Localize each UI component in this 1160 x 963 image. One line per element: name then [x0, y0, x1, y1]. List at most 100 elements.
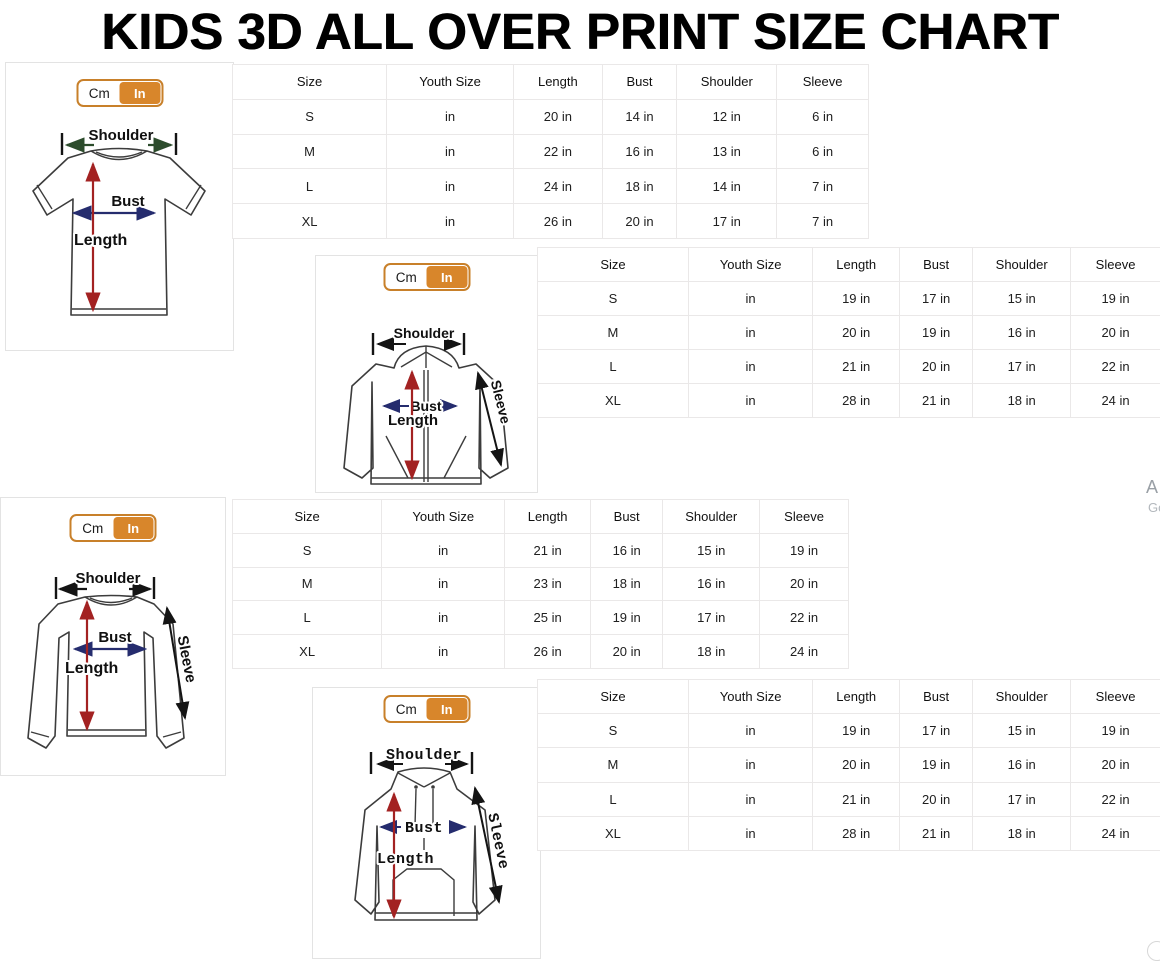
table-cell: 16 in [601, 133, 678, 170]
table-cell: 17 in [662, 600, 761, 636]
length-label: Length [65, 660, 118, 677]
table-cell: 14 in [601, 98, 678, 135]
length-label: Length [388, 412, 438, 429]
column-header: Length [513, 64, 603, 100]
sleeve-arrow [471, 786, 503, 904]
column-header: Size [537, 247, 689, 282]
table-cell: 20 in [601, 203, 678, 239]
table-cell: M [231, 566, 383, 602]
unit-cm-button[interactable]: Cm [395, 701, 417, 717]
shoulder-label: Shoulder [75, 570, 140, 587]
table-cell: 7 in [776, 168, 869, 205]
table-cell: M [537, 747, 689, 783]
edge-cropped-text: A [1146, 477, 1159, 497]
bust-label: Bust [405, 820, 443, 837]
table-cell: 26 in [513, 203, 603, 239]
column-header: Shoulder [972, 247, 1072, 282]
edge-cropped-text: Go [1148, 500, 1160, 515]
column-header: Sleeve [1070, 247, 1160, 282]
table-cell: 14 in [676, 168, 778, 205]
column-header: Sleeve [759, 499, 849, 534]
unit-in-button[interactable]: In [113, 517, 154, 539]
edge-cropped-circle [1147, 941, 1160, 961]
table-cell: in [381, 634, 506, 669]
table-cell: in [687, 815, 814, 852]
column-header: Size [537, 678, 689, 715]
table-cell: L [537, 781, 689, 817]
table-cell: 15 in [972, 713, 1072, 749]
zip-hoodie-diagram: Shoulder Bust Length Sleeve [343, 323, 516, 485]
unit-in-button[interactable]: In [426, 698, 467, 720]
table-cell: 20 in [1070, 747, 1160, 783]
shoulder-label: Shoulder [386, 747, 462, 764]
column-header: Length [812, 678, 901, 715]
table-cell: 20 in [899, 781, 974, 817]
table-cell: in [386, 98, 515, 135]
table-cell: 13 in [676, 133, 778, 170]
table-cell: in [687, 747, 814, 783]
table-cell: 15 in [662, 532, 761, 568]
table-cell: in [687, 349, 814, 384]
sleeve-arrow [162, 606, 190, 720]
unit-toggle: Cm In [383, 263, 470, 291]
table-cell: 24 in [513, 168, 603, 205]
table-cell: L [231, 168, 388, 205]
table-cell: XL [231, 634, 383, 669]
table-cell: 17 in [899, 713, 974, 749]
table-cell: 20 in [513, 98, 603, 135]
table-cell: S [231, 532, 383, 568]
table-cell: 19 in [899, 315, 974, 350]
table-cell: 19 in [812, 281, 901, 316]
column-header: Bust [601, 64, 678, 100]
unit-cm-button[interactable]: Cm [82, 520, 104, 536]
table-header-row: Size Youth Size Length Bust Shoulder Sleeve [231, 64, 869, 100]
table-cell: 21 in [899, 383, 974, 418]
bust-label: Bust [98, 629, 131, 646]
table-cell: 28 in [812, 383, 901, 418]
table-cell: 26 in [504, 634, 591, 669]
table-cell: 19 in [812, 713, 901, 749]
table-cell: 20 in [899, 349, 974, 384]
shoulder-label: Shoulder [88, 127, 153, 144]
table-cell: 24 in [1070, 383, 1160, 418]
tshirt-diagram: Shoulder Bust Length [32, 125, 206, 316]
table-header-row: Size Youth Size Length Bust Shoulder Sleeve [537, 678, 1160, 715]
bust-label: Bust [111, 193, 144, 210]
hoodie-outline [354, 767, 496, 921]
table-cell: 19 in [589, 600, 664, 636]
zip-hoodie-outline [343, 345, 509, 485]
table-cell: 22 in [1070, 781, 1160, 817]
length-label: Length [74, 232, 127, 249]
column-header: Bust [899, 678, 974, 715]
unit-cm-button[interactable]: Cm [395, 269, 417, 285]
table-cell: 23 in [504, 566, 591, 602]
table-cell: M [231, 133, 388, 170]
column-header: Length [504, 499, 591, 534]
table-row: XL in 28 in 21 in 18 in 24 in [537, 383, 1160, 418]
table-cell: 16 in [662, 566, 761, 602]
shoulder-label: Shoulder [394, 325, 455, 341]
zip-hoodie-panel: Shoulder Bust Length Sleeve Cm In [315, 255, 538, 493]
column-header: Bust [589, 499, 664, 534]
table-cell: XL [537, 815, 689, 852]
table-cell: 16 in [972, 747, 1072, 783]
table-cell: 20 in [812, 315, 901, 350]
column-header: Sleeve [776, 64, 869, 100]
column-header: Shoulder [662, 499, 761, 534]
table-cell: 21 in [812, 781, 901, 817]
column-header: Youth Size [687, 678, 814, 715]
table-cell: 17 in [676, 203, 778, 239]
unit-in-button[interactable]: In [426, 266, 467, 288]
table-cell: 18 in [662, 634, 761, 669]
unit-in-button[interactable]: In [119, 82, 160, 104]
unit-cm-button[interactable]: Cm [88, 85, 110, 101]
table-cell: M [537, 315, 689, 350]
table-cell: 16 in [972, 315, 1072, 350]
